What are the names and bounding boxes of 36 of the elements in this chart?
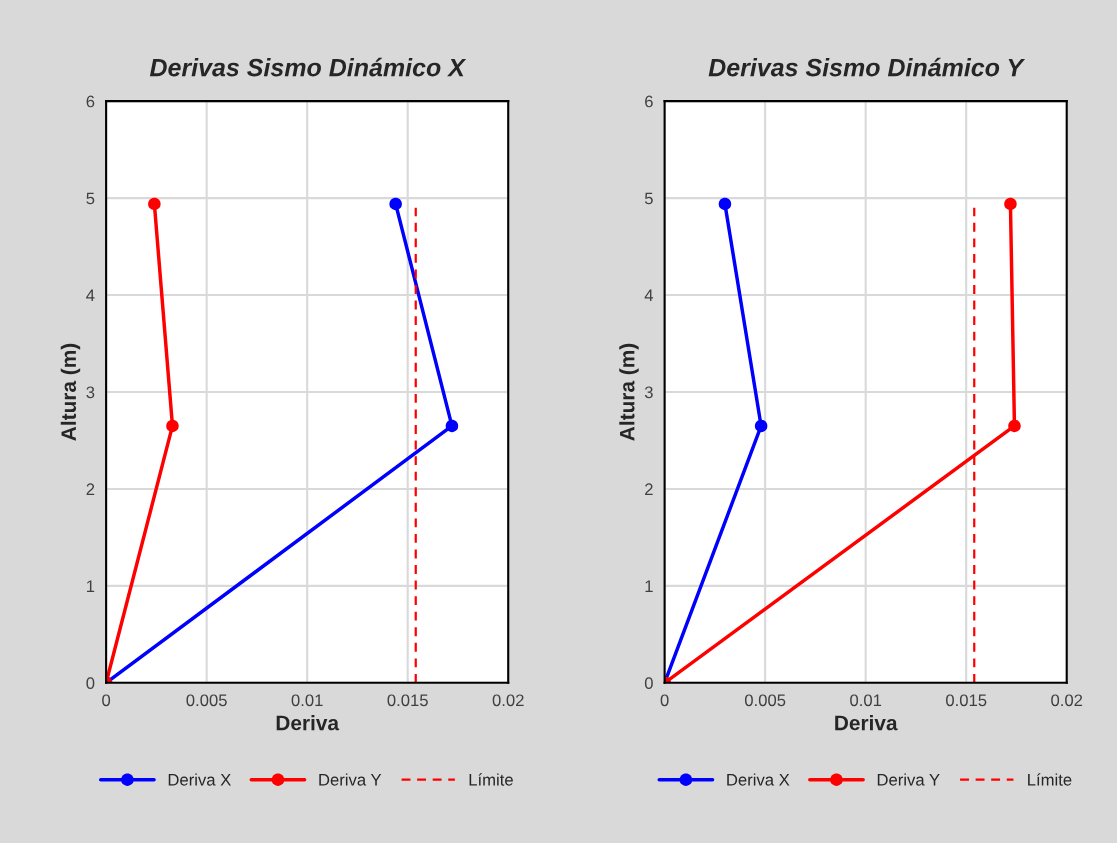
x-tick-label: 0.01	[291, 694, 323, 707]
x-tick-label: 0	[660, 694, 669, 707]
x-tick-label: 0	[102, 694, 111, 707]
x-tick-label: 0.005	[744, 694, 786, 707]
legend-label: Límite	[469, 773, 513, 786]
y-tick-label: 0	[86, 677, 95, 690]
y-axis-title: Altura (m)	[619, 343, 639, 441]
y-tick-label: 5	[644, 192, 653, 205]
legend-label: Deriva Y	[319, 773, 382, 786]
legend-label: Deriva X	[727, 773, 790, 786]
x-axis-title: Deriva	[276, 715, 340, 731]
x-tick-label: 0.01	[850, 694, 882, 707]
y-tick-label: 6	[86, 95, 95, 108]
y-tick-label: 1	[87, 580, 95, 592]
x-tick-label: 0.02	[1051, 694, 1083, 707]
chart-title: Derivas Sismo Dinámico Y	[708, 57, 1026, 77]
x-tick-label: 0.015	[946, 694, 987, 707]
legend-label: Deriva Y	[877, 773, 940, 786]
x-tick-label: 0.02	[492, 694, 524, 707]
y-tick-label: 5	[86, 192, 95, 205]
y-tick-label: 2	[645, 483, 653, 495]
x-tick-label: 0.015	[387, 694, 428, 707]
y-tick-label: 3	[644, 386, 653, 399]
y-tick-label: 2	[86, 483, 95, 495]
y-tick-label: 3	[86, 386, 95, 399]
chart-title: Derivas Sismo Dinámico X	[149, 57, 467, 77]
legend-label: Límite	[1028, 773, 1072, 786]
x-tick-label: 0.005	[186, 694, 227, 707]
y-axis-title: Altura (m)	[60, 343, 81, 441]
y-tick-label: 6	[645, 95, 653, 108]
y-tick-label: 0	[644, 677, 653, 690]
y-tick-label: 4	[86, 289, 95, 302]
legend-label: Deriva X	[168, 773, 231, 786]
y-tick-label: 4	[644, 289, 654, 302]
y-tick-label: 1	[645, 580, 653, 592]
x-axis-title: Deriva	[835, 715, 898, 731]
